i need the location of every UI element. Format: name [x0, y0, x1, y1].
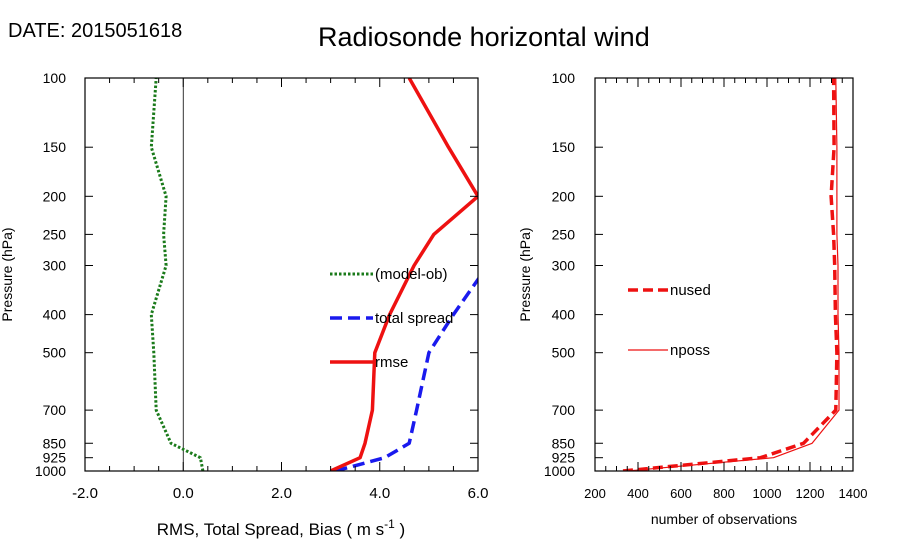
legend-label: nused: [670, 282, 711, 299]
y-axis-label: Pressure (hPa): [0, 227, 15, 321]
x-tick-label: 1000: [753, 486, 782, 501]
series-line-total-spread: [335, 276, 478, 471]
x-axis-label: RMS, Total Spread, Bias ( m s-1 ): [157, 517, 405, 539]
x-axis-label: number of observations: [651, 511, 797, 527]
y-tick-label: 250: [552, 226, 576, 242]
y-tick-label: 150: [43, 139, 67, 155]
y-tick-label: 400: [552, 307, 576, 323]
x-tick-label: 200: [584, 486, 606, 501]
date-label: DATE: 2015051618: [8, 20, 183, 42]
y-tick-label: 925: [552, 450, 576, 466]
x-axis-label-superscript: -1: [384, 517, 395, 531]
x-tick-label: -2.0: [72, 485, 98, 502]
y-tick-label: 925: [43, 450, 67, 466]
y-tick-label: 150: [552, 139, 576, 155]
y-tick-label: 1000: [35, 463, 66, 479]
series-line-nposs: [627, 78, 840, 471]
x-tick-label: 6.0: [468, 485, 489, 502]
y-tick-label: 250: [43, 226, 67, 242]
x-tick-label: 1200: [796, 486, 825, 501]
x-tick-label: 600: [670, 486, 692, 501]
x-tick-label: 1400: [839, 486, 868, 501]
x-tick-label: 0.0: [173, 485, 194, 502]
plot-frame: [594, 77, 854, 472]
series-line-model-ob: [149, 78, 205, 471]
x-axis-label-main: RMS, Total Spread, Bias ( m s: [157, 520, 384, 539]
series-line-rmse: [329, 78, 478, 471]
figure-title: Radiosonde horizontal wind: [318, 22, 650, 52]
series-line-nused: [622, 78, 839, 471]
y-tick-label: 300: [43, 258, 67, 274]
legend-label: (model-ob): [375, 266, 448, 283]
y-axis-label: Pressure (hPa): [517, 227, 533, 321]
y-tick-label: 100: [552, 70, 576, 86]
y-tick-label: 850: [552, 435, 576, 451]
x-tick-label: 400: [627, 486, 649, 501]
y-tick-label: 850: [43, 435, 67, 451]
y-tick-label: 700: [552, 402, 576, 418]
legend-label: rmse: [375, 354, 408, 371]
y-tick-label: 100: [43, 70, 67, 86]
x-tick-label: 4.0: [369, 485, 390, 502]
y-tick-label: 200: [43, 188, 67, 204]
y-tick-label: 200: [552, 188, 576, 204]
y-tick-label: 500: [43, 345, 67, 361]
x-tick-label: 2.0: [271, 485, 292, 502]
x-tick-label: 800: [713, 486, 735, 501]
y-tick-label: 500: [552, 345, 576, 361]
x-axis-label-end: ): [395, 520, 405, 539]
y-tick-label: 700: [43, 402, 67, 418]
legend-label: nposs: [670, 342, 710, 359]
x-axis-label-main: number of observations: [651, 511, 797, 527]
legend-label: total spread: [375, 310, 453, 327]
y-tick-label: 300: [552, 258, 576, 274]
y-tick-label: 1000: [544, 463, 575, 479]
y-tick-label: 400: [43, 307, 67, 323]
